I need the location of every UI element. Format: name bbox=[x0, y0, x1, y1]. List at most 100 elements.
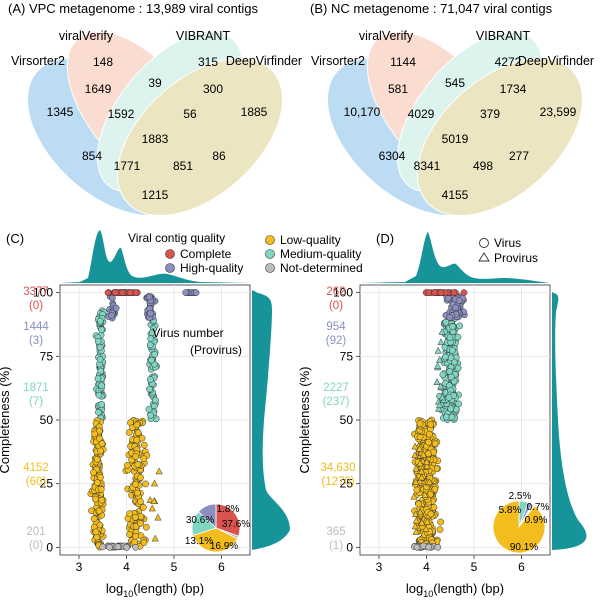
virus-point bbox=[447, 405, 455, 413]
virus-point bbox=[146, 385, 153, 393]
virus-point bbox=[441, 353, 449, 361]
legend-dot-low-quality bbox=[265, 235, 275, 245]
panel-a-venn: (A) VPC metagenome : 13,989 viral contig… bbox=[8, 1, 302, 216]
y-tick-label: 0 bbox=[46, 540, 53, 554]
x-tick-label: 4 bbox=[423, 560, 430, 574]
virus-point bbox=[454, 364, 462, 372]
d-pie-label-complete: 0.7% bbox=[527, 502, 550, 513]
virus-point bbox=[452, 304, 459, 311]
virus-point bbox=[437, 289, 445, 296]
virus-point bbox=[425, 543, 433, 551]
c-count-complete: 3377 bbox=[23, 286, 49, 298]
legend-label-provirus: Provirus bbox=[494, 251, 538, 265]
virus-point bbox=[98, 496, 106, 504]
virus-point bbox=[99, 543, 107, 551]
c-pie-label-high: 13.1% bbox=[185, 536, 213, 547]
d-pie-label-medium: 5.8% bbox=[499, 505, 522, 516]
virus-point bbox=[426, 430, 433, 438]
virus-point bbox=[96, 343, 104, 351]
venn-a-region-vs2-vv-dvf: 851 bbox=[173, 159, 193, 173]
virus-point bbox=[147, 411, 155, 419]
c-count-high: 1444 bbox=[23, 321, 49, 333]
virus-point bbox=[427, 510, 435, 518]
pie-slice bbox=[192, 527, 238, 553]
provirus-point bbox=[412, 516, 420, 524]
legend-dot-not-determined bbox=[265, 263, 275, 273]
virus-point bbox=[445, 394, 453, 401]
x-tick-label: 6 bbox=[218, 560, 225, 574]
x-tick-label: 5 bbox=[171, 560, 178, 574]
virus-point bbox=[94, 479, 101, 486]
virus-point bbox=[415, 500, 422, 508]
virus-point bbox=[442, 318, 450, 326]
virus-point bbox=[142, 480, 149, 488]
d-provirus-nd: (1) bbox=[329, 540, 343, 552]
venn-a-region-vs2-dvf: 1215 bbox=[142, 188, 169, 202]
virus-point bbox=[431, 440, 439, 447]
y-tick-label: 25 bbox=[340, 477, 354, 491]
provirus-point bbox=[411, 451, 419, 459]
legend-dot-high-quality bbox=[165, 263, 175, 273]
d-provirus-low: (1270) bbox=[321, 476, 354, 488]
panel-c-pie bbox=[191, 503, 241, 553]
virus-point bbox=[98, 400, 106, 408]
virus-point bbox=[96, 317, 104, 325]
virus-point bbox=[95, 391, 103, 399]
virus-point bbox=[90, 469, 97, 476]
y-tick-label: 100 bbox=[333, 286, 353, 300]
y-tick-label: 50 bbox=[340, 413, 354, 427]
c-count-low: 4152 bbox=[23, 462, 49, 474]
provirus-point bbox=[150, 497, 158, 505]
virus-point bbox=[132, 289, 140, 296]
virus-point bbox=[94, 375, 102, 383]
d-ylabel: Completeness (%) bbox=[297, 367, 312, 474]
provirus-point bbox=[410, 492, 418, 500]
virus-point bbox=[119, 289, 126, 296]
provirus-point bbox=[411, 522, 419, 530]
virus-point bbox=[96, 521, 104, 529]
legend-virus-icon bbox=[479, 238, 489, 248]
provirus-point bbox=[422, 525, 430, 532]
provirus-point bbox=[433, 378, 441, 385]
venn-a-region-vs2-vv: 1649 bbox=[85, 82, 112, 96]
virus-point bbox=[148, 356, 155, 364]
x-tick-label: 5 bbox=[471, 560, 478, 574]
virus-point bbox=[98, 382, 106, 390]
provirus-point bbox=[434, 346, 442, 354]
venn-a-region-vv-vib-dvf: 56 bbox=[183, 107, 197, 121]
virus-point bbox=[148, 329, 156, 337]
virus-point bbox=[147, 310, 154, 317]
panel-b-venn: (B) NC metagenome : 71,047 viral contigs… bbox=[310, 1, 594, 216]
virus-point bbox=[114, 543, 122, 551]
c-pie-label-nd: 1.8% bbox=[217, 504, 240, 515]
provirus-point bbox=[151, 534, 159, 542]
virus-point bbox=[104, 289, 112, 296]
provirus-point bbox=[412, 478, 420, 485]
c-provirus-nd: (0) bbox=[29, 540, 43, 552]
virus-point bbox=[123, 543, 131, 551]
virus-point bbox=[134, 461, 142, 468]
virus-point bbox=[140, 539, 148, 546]
virus-point bbox=[447, 354, 455, 362]
venn-b-region-vv-dvf: 277 bbox=[509, 149, 529, 163]
y-tick-label: 50 bbox=[40, 413, 54, 427]
x-tick-label: 3 bbox=[376, 560, 383, 574]
venn-b-region-vv-vib: 545 bbox=[445, 76, 465, 90]
virus-point bbox=[424, 450, 432, 457]
venn-a-region-vs2-vv-vib: 1592 bbox=[108, 107, 135, 121]
virus-point bbox=[132, 453, 139, 460]
panel-c-label: (C) bbox=[6, 231, 24, 246]
d-count-nd: 365 bbox=[326, 526, 345, 538]
y-tick-label: 0 bbox=[346, 540, 353, 554]
legend-label-complete: Complete bbox=[180, 247, 232, 261]
c-count-nd: 201 bbox=[26, 526, 45, 538]
virus-point bbox=[132, 543, 139, 551]
d-provirus-complete: (0) bbox=[329, 300, 343, 312]
provirus-point bbox=[436, 401, 444, 409]
provirus-point bbox=[417, 467, 426, 475]
panel-c-points bbox=[87, 289, 200, 551]
provirus-point bbox=[412, 464, 420, 472]
legend-dot-medium-quality bbox=[265, 249, 275, 259]
virus-point bbox=[108, 311, 116, 319]
virus-point bbox=[455, 400, 463, 408]
